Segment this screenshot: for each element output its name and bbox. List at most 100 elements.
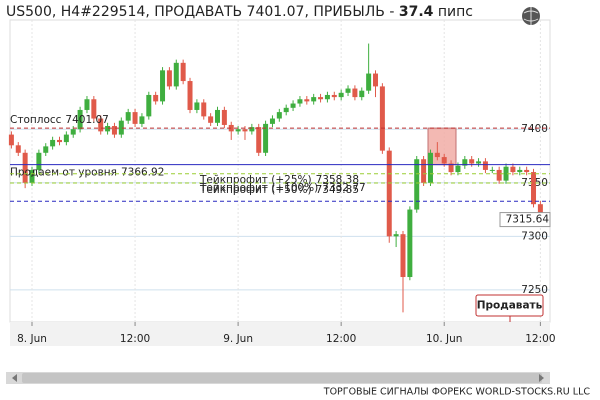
footer: ТОРГОВЫЕ СИГНАЛЫ ФОРЕКС WORLD-STOCKS.RU … [323, 387, 591, 398]
sell-button-label[interactable]: Продавать [477, 300, 543, 312]
candle-body [22, 152, 28, 183]
candle-body [276, 112, 282, 119]
candle-body [160, 70, 166, 102]
candle-body [8, 134, 14, 146]
x-tick-label: 12:00 [120, 333, 150, 345]
candle-body [524, 169, 530, 173]
candle-body [228, 124, 234, 132]
scrollbar[interactable] [6, 372, 550, 384]
candle-body [221, 109, 227, 125]
title: US500, H4#229514, ПРОДАВАТЬ 7401.07, ПРИ… [6, 4, 473, 20]
level-name: Тейкпрофит (+100%) [199, 182, 318, 194]
candle-body [166, 70, 172, 87]
candle-body [63, 134, 69, 143]
candle-body [132, 112, 138, 124]
candle-body [36, 152, 42, 170]
candle-body [544, 217, 550, 220]
candle-body [517, 169, 523, 173]
candle-body [84, 99, 90, 110]
candle-body [180, 62, 186, 82]
x-tick-label: 9. Jun [223, 333, 253, 345]
candle-body [215, 109, 220, 123]
candle-body [43, 146, 49, 153]
candle-body [77, 109, 83, 130]
candle-body [496, 169, 502, 181]
scroll-arrows[interactable] [12, 374, 544, 382]
candle-body [503, 166, 509, 181]
candle-body [324, 94, 330, 100]
candle-body [379, 86, 385, 151]
candle-body [338, 92, 344, 98]
candle-body [441, 157, 447, 164]
level-label: Тейкпрофит (+50%) 7349.85 [199, 184, 359, 196]
candle-body [434, 152, 440, 158]
candle-body [393, 234, 399, 237]
candle-body [15, 145, 21, 153]
candle-body [373, 73, 379, 87]
level-name: Продаем от уровня [10, 167, 117, 179]
scroll-thumb[interactable] [22, 373, 542, 383]
candle-body [537, 204, 543, 218]
candle-body [455, 165, 461, 173]
y-tick-label: 7400 [521, 123, 548, 135]
candle-body [269, 118, 275, 124]
y-tick-label: 7350 [521, 177, 548, 189]
level-label: Тейкпрофит (+100%) 7332.77 [199, 182, 366, 194]
candle-body [407, 209, 413, 278]
x-tick-label: 12:00 [326, 333, 356, 345]
candle-body [98, 118, 104, 132]
candle-body [91, 99, 97, 119]
x-tick-label: 10. Jun [426, 333, 462, 345]
candle-body [400, 234, 406, 278]
candle-body [139, 116, 145, 124]
candle-body [510, 166, 516, 173]
candle-body [146, 94, 152, 117]
candle-body [56, 139, 62, 143]
x-tick-label: 8. Jun [17, 333, 47, 345]
sell-button[interactable] [475, 294, 544, 317]
candle-body [263, 123, 269, 153]
candle-body [421, 159, 427, 183]
candle-body [29, 169, 35, 183]
candle-body [304, 99, 310, 102]
candle-body [531, 172, 537, 205]
candle-body [482, 161, 488, 170]
x-tick-label: 12:00 [525, 333, 555, 345]
level-value: 7401.07 [65, 114, 108, 126]
candle-body [476, 161, 482, 164]
candle-body [290, 103, 296, 108]
level-label: Стоплосс 7401.07 [10, 114, 109, 126]
candle-body [50, 139, 56, 147]
level-name: Тейкпрофит (+25%) [199, 174, 312, 186]
candle-body [489, 169, 495, 171]
level-name: Тейкпрофит (+50%) [199, 184, 312, 196]
candle-body [201, 102, 207, 117]
candle-body [194, 102, 200, 110]
candle-body [366, 73, 372, 91]
candle-body [448, 163, 454, 173]
x-axis-band [10, 322, 550, 346]
y-tick-label: 7300 [521, 230, 548, 242]
candle-body [414, 159, 420, 210]
level-value: 7366.92 [121, 167, 164, 179]
candle-body [187, 81, 193, 110]
candle-body [125, 112, 131, 121]
candle-body [345, 88, 351, 93]
level-value: 7332.77 [322, 182, 365, 194]
candle-body [118, 120, 124, 135]
candle-body [249, 127, 255, 132]
level-label: Продаем от уровня 7366.92 [10, 167, 164, 179]
candle-body [283, 107, 289, 113]
candle-body [297, 99, 303, 104]
unit: пипс [437, 4, 473, 20]
globe-icon[interactable] [522, 7, 540, 25]
candle-body [469, 159, 475, 164]
candle-body [70, 129, 76, 135]
candle-body [235, 129, 241, 132]
y-tick-label: 7250 [521, 284, 548, 296]
level-name: Стоплосс [10, 114, 62, 126]
candle-body [318, 97, 324, 100]
plot-area [9, 19, 551, 323]
